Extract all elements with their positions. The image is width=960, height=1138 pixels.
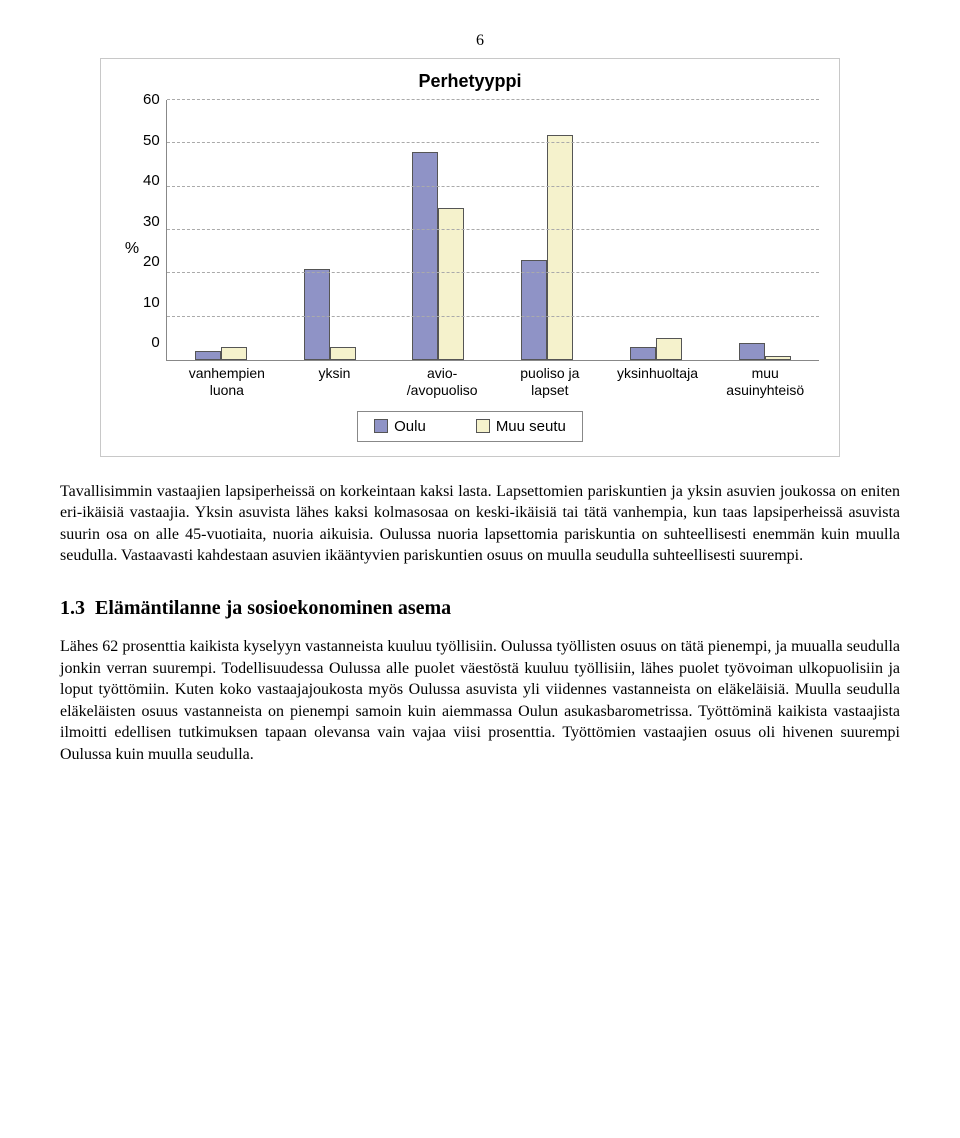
x-tick-label: vanhempienluona <box>173 365 281 399</box>
bar <box>195 351 221 360</box>
bar-group <box>710 100 819 360</box>
page-number: 6 <box>60 32 900 50</box>
bar <box>547 135 573 360</box>
bar-group <box>384 100 493 360</box>
legend-swatch-icon <box>476 419 490 433</box>
bars-container <box>167 100 819 360</box>
bar <box>330 347 356 360</box>
x-tick-label: muuasuinyhteisö <box>711 365 819 399</box>
bar <box>656 338 682 360</box>
bar-group <box>167 100 276 360</box>
x-ticks: vanhempienluonayksinavio-/avopuolisopuol… <box>143 365 819 399</box>
x-tick-label: yksinhuoltaja <box>604 365 712 399</box>
chart-title: Perhetyyppi <box>121 71 819 92</box>
plot-area <box>166 100 819 361</box>
bar <box>221 347 247 360</box>
x-tick-label: yksin <box>281 365 389 399</box>
bar-group <box>493 100 602 360</box>
legend-swatch-icon <box>374 419 388 433</box>
paragraph: Tavallisimmin vastaajien lapsiperheissä … <box>60 481 900 567</box>
bar-chart: Perhetyyppi % 0102030405060 vanhempienlu… <box>100 58 840 457</box>
bar <box>739 343 765 360</box>
y-ticks: 0102030405060 <box>143 91 166 351</box>
legend-item-oulu: Oulu <box>374 418 426 435</box>
legend-label: Oulu <box>394 418 426 435</box>
legend-label: Muu seutu <box>496 418 566 435</box>
bar <box>765 356 791 360</box>
bar-group <box>602 100 711 360</box>
x-tick-label: avio-/avopuoliso <box>388 365 496 399</box>
x-tick-label: puoliso jalapset <box>496 365 604 399</box>
y-axis-label: % <box>121 100 143 399</box>
bar <box>304 269 330 360</box>
bar <box>438 208 464 360</box>
section-title: Elämäntilanne ja sosioekonominen asema <box>95 597 451 619</box>
legend: Oulu Muu seutu <box>357 411 583 442</box>
bar-group <box>275 100 384 360</box>
section-heading: 1.3 Elämäntilanne ja sosioekonominen ase… <box>60 597 900 620</box>
paragraph: Lähes 62 prosenttia kaikista kyselyyn va… <box>60 636 900 766</box>
bar <box>521 260 547 360</box>
legend-item-muu-seutu: Muu seutu <box>476 418 566 435</box>
bar <box>412 152 438 360</box>
section-number: 1.3 <box>60 597 85 619</box>
bar <box>630 347 656 360</box>
